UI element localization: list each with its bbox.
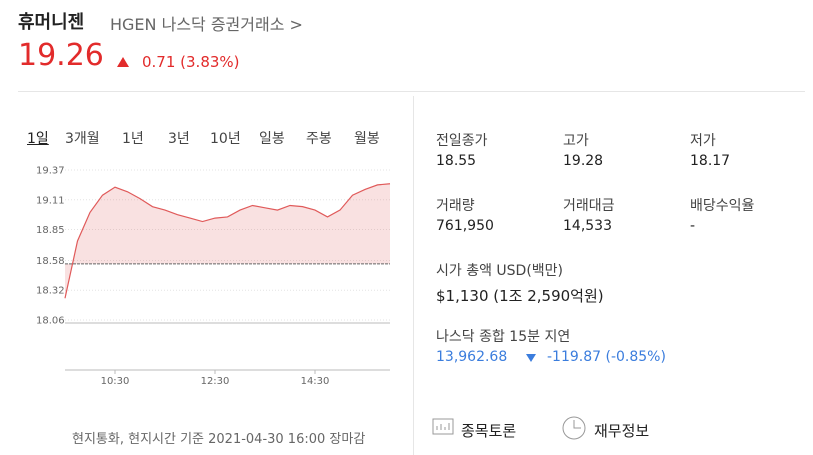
stat-value: 18.55 <box>436 153 477 169</box>
down-arrow <box>526 354 536 362</box>
period-tab[interactable]: 3개월 <box>65 131 100 147</box>
period-tab[interactable]: 일봉 <box>259 131 285 147</box>
price-line <box>64 183 391 299</box>
index-change: -119.87 (-0.85%) <box>547 349 666 365</box>
period-tab[interactable]: 주봉 <box>306 131 332 147</box>
price: 19.26 <box>18 38 104 73</box>
y-tick-label: 19.37 <box>36 166 65 177</box>
stock-exchange[interactable]: HGEN 나스닥 증권거래소 > <box>110 15 303 34</box>
discussion-button[interactable]: 종목토론 <box>461 422 517 440</box>
y-tick-label: 19.11 <box>36 195 65 206</box>
y-tick-label: 18.58 <box>36 256 65 267</box>
x-tick-label: 12:30 <box>201 376 230 387</box>
x-tick-label: 10:30 <box>101 376 130 387</box>
stat-label: 배당수익율 <box>690 198 755 214</box>
stock-name: 휴머니젠 <box>18 12 85 33</box>
market-cap-label: 시가 총액 USD(백만) <box>436 263 564 279</box>
up-arrow <box>117 57 129 67</box>
discussion-icon <box>432 418 454 435</box>
divider <box>413 96 414 455</box>
stat-value: 18.17 <box>690 153 731 169</box>
price-change: 0.71 (3.83%) <box>142 53 240 71</box>
market-cap-value: $1,130 (1조 2,590억원) <box>436 287 604 305</box>
divider <box>18 91 805 92</box>
period-tab[interactable]: 3년 <box>168 131 190 147</box>
price-chart: 18.06 18.32 18.58 18.85 19.11 19.37 10:30 12:30… <box>36 166 391 387</box>
index-label: 나스닥 종합 15분 지연 <box>436 329 571 345</box>
finance-icon <box>562 416 586 440</box>
y-tick-label: 18.32 <box>36 286 65 297</box>
stat-value: 19.28 <box>563 153 604 169</box>
x-tick-label: 14:30 <box>301 376 330 387</box>
stat-label: 저가 <box>690 133 716 149</box>
price-area <box>65 183 390 299</box>
finance-button[interactable]: 재무정보 <box>594 422 650 440</box>
period-tab[interactable]: 월봉 <box>354 131 380 147</box>
stat-label: 고가 <box>563 133 589 149</box>
period-tab[interactable]: 1일 <box>27 131 49 147</box>
y-tick-label: 18.85 <box>36 225 65 236</box>
stat-label: 거래대금 <box>563 198 615 214</box>
period-tab[interactable]: 10년 <box>210 131 241 147</box>
stat-label: 전일종가 <box>436 133 488 149</box>
stat-value: - <box>690 218 696 234</box>
index-value: 13,962.68 <box>436 349 508 365</box>
period-tab[interactable]: 1년 <box>122 131 144 147</box>
stat-value: 761,950 <box>436 218 494 234</box>
y-tick-label: 18.06 <box>36 316 65 327</box>
footnote: 현지통화, 현지시간 기준 2021-04-30 16:00 장마감 <box>72 432 366 447</box>
stat-value: 14,533 <box>563 218 612 234</box>
stat-label: 거래량 <box>436 198 475 214</box>
